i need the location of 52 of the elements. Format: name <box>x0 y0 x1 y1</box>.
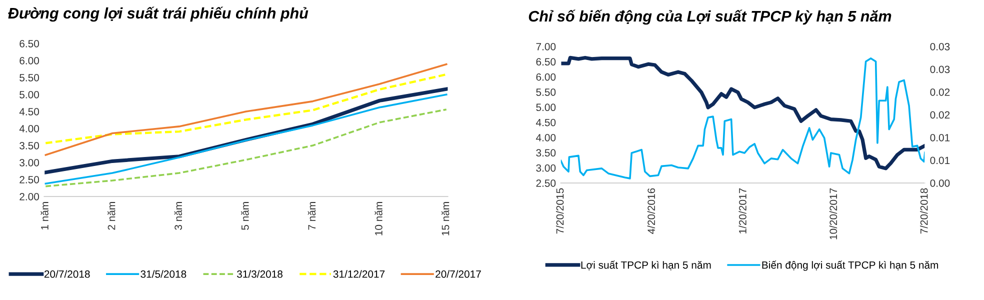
y-tick-label: 4.00 <box>19 125 40 132</box>
line-series <box>44 73 448 144</box>
y-tick-label: 6.00 <box>536 73 556 81</box>
x-tick-label: 3 năm <box>174 202 182 230</box>
x-tick-label: 10 năm <box>374 202 382 236</box>
y2-tick-label: 0.01 <box>930 156 950 164</box>
legend-label: 20/7/2018 <box>44 270 90 278</box>
y2-tick-label: 0.03 <box>930 43 950 50</box>
y-tick-label: 5.50 <box>536 88 556 96</box>
x-tick-label: 5 năm <box>241 202 249 230</box>
y-tick-label: 4.00 <box>536 134 556 142</box>
y2-tick-label: 0.03 <box>930 66 950 74</box>
chart-title: Chỉ số biến động của Lợi suất TPCP kỳ hạn 5 năm <box>528 10 892 25</box>
y-tick-label: 5.00 <box>20 91 40 98</box>
x-tick-label: 4/20/2016 <box>647 188 656 234</box>
y-tick-label: 6.50 <box>20 40 40 48</box>
line-series <box>44 63 448 156</box>
legend-label: 31/5/2018 <box>140 270 186 278</box>
legend-label: Lợi suất TPCP kì hạn 5 năm <box>581 260 711 270</box>
line-series <box>44 94 448 184</box>
y-tick-label: 3.00 <box>536 164 556 172</box>
y-tick-label: 3.50 <box>20 142 40 150</box>
y-tick-label: 3.50 <box>536 149 556 157</box>
y-tick-label: 4.50 <box>536 118 556 126</box>
line-series <box>44 108 448 188</box>
legend-label: Biến động lợi suất TPCP kì hạn 5 năm <box>762 260 938 271</box>
y-tick-label: 6.50 <box>536 58 556 66</box>
x-tick-label: 15 năm <box>441 202 450 236</box>
legend-label: 31/12/2017 <box>333 270 385 278</box>
y-tick-label: 2.00 <box>20 193 40 200</box>
y-tick-label: 6.00 <box>20 57 40 64</box>
x-tick-label: 7/20/2015 <box>556 188 564 234</box>
y2-tick-label: 0.00 <box>930 180 950 187</box>
chart-title: Đường cong lợi suất trái phiếu chính phủ <box>8 6 308 22</box>
y-tick-label: 5.50 <box>20 74 40 82</box>
x-tick-label: 7 năm <box>308 202 316 230</box>
y2-tick-label: 0.01 <box>930 134 950 142</box>
legend-label: 20/7/2017 <box>436 270 481 278</box>
y-tick-label: 5.00 <box>536 104 556 112</box>
x-tick-label: 1/20/2017 <box>738 188 746 234</box>
y-tick-label: 4.50 <box>19 108 40 116</box>
y2-tick-label: 0.02 <box>930 88 950 96</box>
x-tick-label: 1 năm <box>40 202 48 230</box>
legend-label: 31/3/2018 <box>237 270 282 278</box>
y-tick-label: 2.50 <box>536 180 556 187</box>
y-tick-label: 7.00 <box>536 43 556 50</box>
x-tick-label: 7/20/2018 <box>920 188 928 234</box>
x-tick-label: 10/20/2017 <box>829 188 838 240</box>
y-tick-label: 3.00 <box>20 159 40 166</box>
y-tick-label: 2.50 <box>20 176 40 184</box>
y2-tick-label: 0.02 <box>930 111 950 119</box>
x-tick-label: 2 năm <box>107 202 116 230</box>
